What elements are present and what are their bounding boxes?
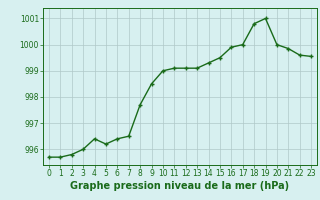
X-axis label: Graphe pression niveau de la mer (hPa): Graphe pression niveau de la mer (hPa) xyxy=(70,181,290,191)
